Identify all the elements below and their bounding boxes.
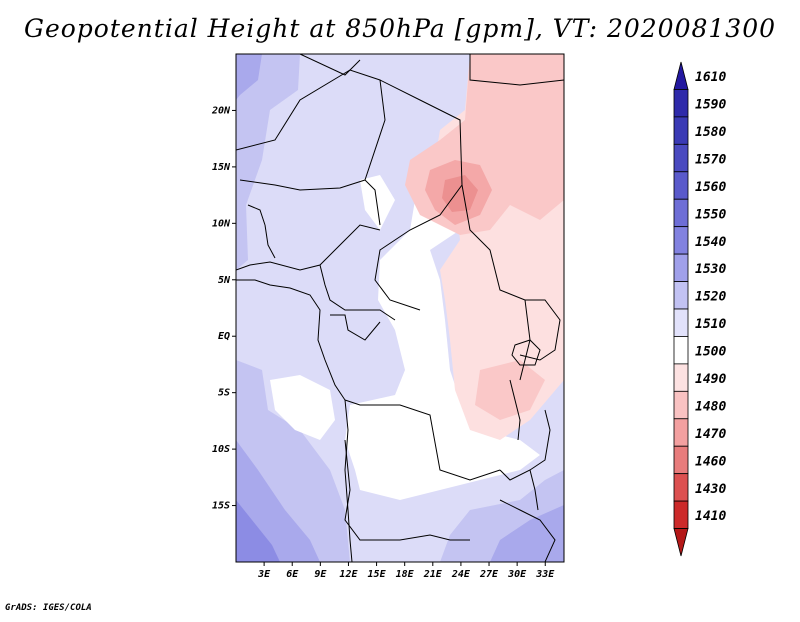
field-1510-west <box>270 375 335 440</box>
border-line-11 <box>499 409 551 481</box>
border-line-16 <box>247 204 266 226</box>
colorbar-level-label: 1520 <box>695 290 726 305</box>
colorbar-level-label: 1470 <box>695 427 726 442</box>
lat-tick-label: 5N <box>218 275 231 286</box>
lon-tick-label: 15E <box>368 569 387 580</box>
colorbar-level-label: 1490 <box>695 372 726 387</box>
lat-tick-label: EQ <box>218 331 230 342</box>
border-line-9 <box>344 399 501 481</box>
colorbar-level-label: 1550 <box>695 207 726 222</box>
colorbar-level-label: 1540 <box>695 235 726 250</box>
footer-credit: GrADS: IGES/COLA <box>5 603 92 613</box>
colorbar-swatch <box>673 363 689 392</box>
field-1490-se <box>475 360 545 420</box>
lon-tick-label: 30E <box>507 569 527 580</box>
field-1510-nw <box>360 175 395 230</box>
lat-tick-label: 10N <box>212 218 231 229</box>
field-1530-west <box>236 54 300 270</box>
border-line-1 <box>236 69 463 311</box>
colorbar-swatch <box>673 226 689 255</box>
lat-tick-label: 10S <box>212 444 230 455</box>
map-title: Geopotential Height at 850hPa [gpm], VT:… <box>23 14 777 43</box>
lake-malawi <box>529 469 539 511</box>
border-line-2 <box>299 54 361 76</box>
border-line-8 <box>330 314 381 341</box>
colorbar-level-label: 1510 <box>695 317 726 332</box>
colorbar-top-triangle <box>673 61 689 90</box>
colorbar-level-label: 1460 <box>695 454 726 469</box>
lon-tick-label: 33E <box>535 569 555 580</box>
colorbar-swatch <box>673 281 689 310</box>
lat-tick-label: 15N <box>212 162 231 173</box>
border-line-10 <box>344 439 470 541</box>
colorbar-bottom-triangle <box>673 528 689 557</box>
colorbar-level-label: 1530 <box>695 262 726 277</box>
coast-line <box>236 279 353 562</box>
colorbar-level-label: 1580 <box>695 125 726 140</box>
colorbar-level-label: 1590 <box>695 98 726 113</box>
border-line-5 <box>236 224 381 271</box>
lat-tick-label: 5S <box>218 388 230 399</box>
colorbar-level-label: 1610 <box>695 70 726 85</box>
colorbar-swatch <box>673 500 689 529</box>
border-line-15 <box>264 224 276 259</box>
colorbar-level-label: 1480 <box>695 399 726 414</box>
field-1550-sw <box>236 500 280 562</box>
colorbar-swatch <box>673 473 689 502</box>
lon-tick-label: 9E <box>314 569 327 580</box>
colorbar-swatch <box>673 445 689 475</box>
lon-tick-label: 24E <box>451 569 471 580</box>
lake-victoria <box>511 339 541 366</box>
map-frame <box>235 53 565 563</box>
border-line-14 <box>499 499 556 562</box>
field-1510-central <box>345 54 540 500</box>
colorbar-level-label: 1500 <box>695 345 726 360</box>
field-1540-se <box>490 505 564 562</box>
colorbar-swatch <box>673 418 689 447</box>
border-line-6 <box>239 179 366 191</box>
lake-tanganyika <box>509 379 521 441</box>
longitude-axis: 3E 6E 9E 12E 15E 18E 21E 24E 27E 30E 33E <box>257 562 555 580</box>
latitude-axis: 20N 15N 10N 5N EQ 5S 10S 15S <box>211 105 236 512</box>
colorbar-swatch <box>673 336 689 365</box>
colorbar-level-label: 1430 <box>695 482 726 497</box>
colorbar-level-label: 1410 <box>695 509 726 524</box>
lon-tick-label: 12E <box>339 569 358 580</box>
lon-tick-label: 21E <box>423 569 443 580</box>
field-1470 <box>442 175 478 212</box>
map-plot-area <box>236 54 564 562</box>
colorbar-swatch <box>673 390 689 420</box>
colorbar-level-label: 1560 <box>695 180 726 195</box>
colorbar-swatch <box>673 89 689 118</box>
field-1540-nw <box>236 54 262 100</box>
country-borders <box>236 54 564 562</box>
colorbar-swatch <box>673 198 689 228</box>
lon-tick-label: 27E <box>479 569 499 580</box>
colorbar: 1610 1590 1580 1570 1560 1550 1540 1530 1520 1510… <box>673 61 726 557</box>
lon-tick-label: 3E <box>257 569 271 580</box>
lat-tick-label: 20N <box>211 105 231 116</box>
colorbar-swatch <box>673 171 689 200</box>
lat-tick-label: 15S <box>212 501 230 512</box>
border-line-7 <box>319 264 396 321</box>
colorbar-level-label: 1570 <box>695 152 726 167</box>
colorbar-swatch <box>673 253 689 282</box>
colorbar-swatch <box>673 308 689 337</box>
lon-tick-label: 18E <box>396 569 415 580</box>
border-line-12 <box>469 54 564 86</box>
lon-tick-label: 6E <box>286 569 299 580</box>
colorbar-swatch <box>673 116 689 145</box>
colorbar-swatch <box>673 143 689 173</box>
